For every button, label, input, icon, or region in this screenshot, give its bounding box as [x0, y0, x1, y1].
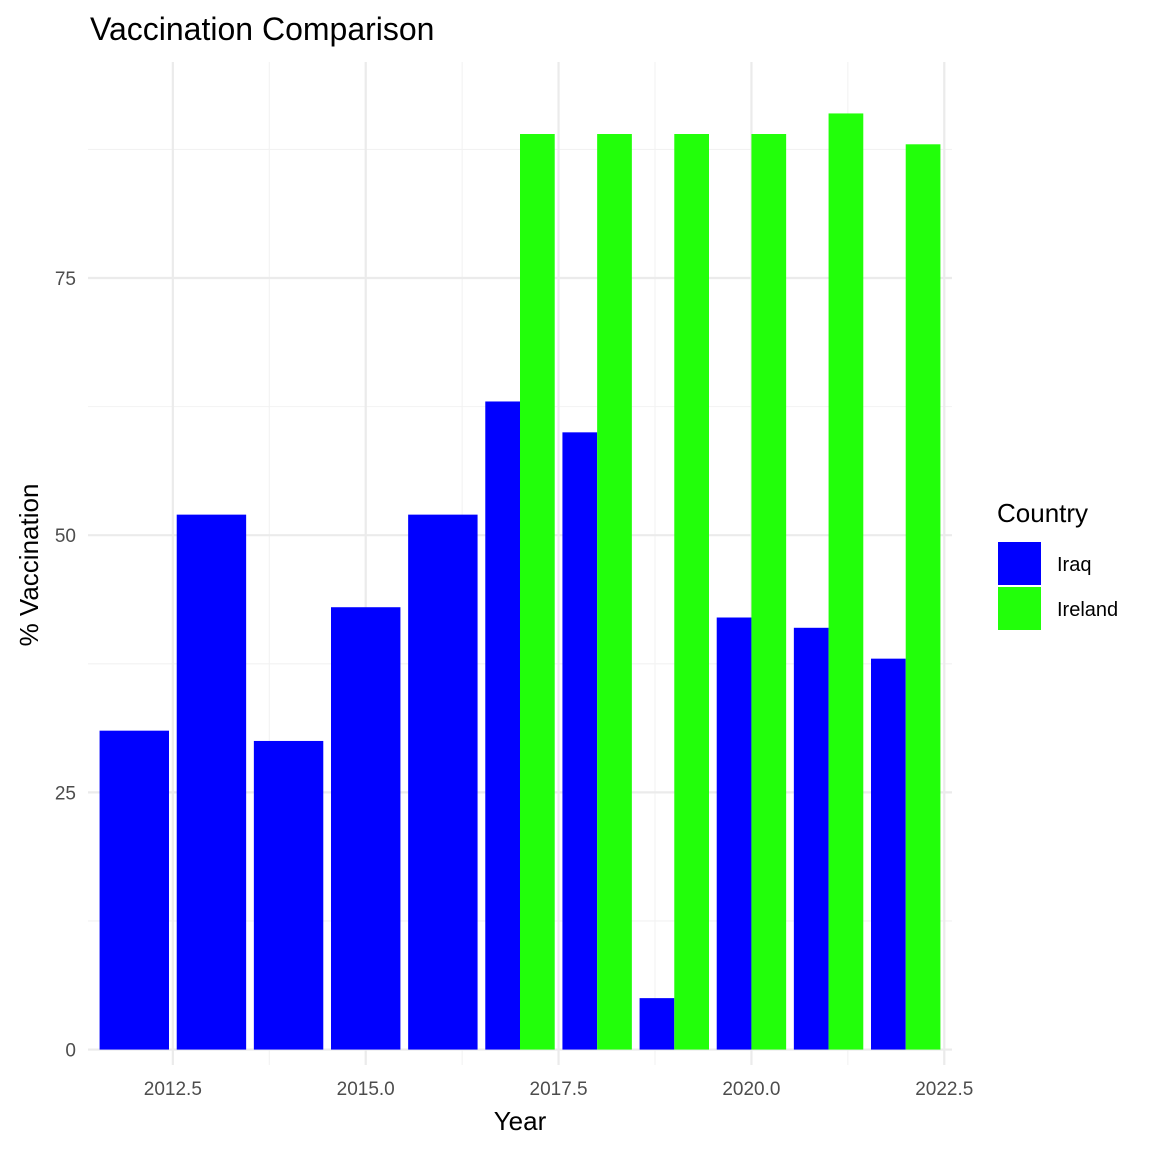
legend: Country Iraq Ireland: [997, 498, 1118, 630]
x-tick-label: 2015.0: [337, 1079, 395, 1100]
bar-iraq-2012: [99, 730, 169, 1050]
bar-ireland-2020: [751, 134, 787, 1050]
legend-key-ireland: [998, 587, 1041, 630]
x-axis-title: Year: [494, 1106, 547, 1136]
bar-iraq-2019: [639, 998, 675, 1050]
y-tick-label: 50: [55, 526, 76, 547]
bars: [99, 113, 941, 1050]
y-tick-label: 75: [55, 269, 76, 290]
y-axis-title: % Vaccination: [14, 484, 44, 647]
bar-iraq-2021: [793, 627, 829, 1050]
bar-ireland-2017: [520, 134, 555, 1050]
x-tick-label: 2017.5: [530, 1079, 588, 1100]
bar-iraq-2022: [871, 658, 906, 1050]
x-tick-label: 2020.0: [722, 1079, 780, 1100]
bar-ireland-2022: [905, 144, 941, 1050]
legend-key-iraq: [998, 542, 1041, 585]
legend-title: Country: [997, 498, 1088, 528]
bar-iraq-2014: [253, 740, 324, 1050]
bar-iraq-2020: [716, 617, 752, 1050]
bar-ireland-2018: [597, 134, 632, 1050]
bar-iraq-2013: [176, 514, 247, 1050]
legend-label-ireland: Ireland: [1057, 599, 1118, 621]
legend-label-iraq: Iraq: [1057, 554, 1091, 576]
bar-iraq-2016: [408, 514, 478, 1050]
x-tick-label: 2012.5: [144, 1079, 202, 1100]
bar-ireland-2019: [674, 134, 709, 1050]
bar-iraq-2015: [331, 607, 401, 1050]
y-tick-label: 0: [65, 1041, 76, 1062]
x-tick-label: 2022.5: [915, 1079, 973, 1100]
bar-ireland-2021: [828, 113, 864, 1050]
axes: 2012.5 2015.0 2017.5 2020.0 2022.5 0 25 50 75: [55, 269, 973, 1100]
y-tick-label: 25: [55, 783, 76, 804]
chart-title: Vaccination Comparison: [90, 11, 434, 47]
bar-iraq-2018: [562, 432, 598, 1050]
bar-iraq-2017: [485, 401, 520, 1050]
legend-items: Iraq Ireland: [998, 542, 1118, 630]
